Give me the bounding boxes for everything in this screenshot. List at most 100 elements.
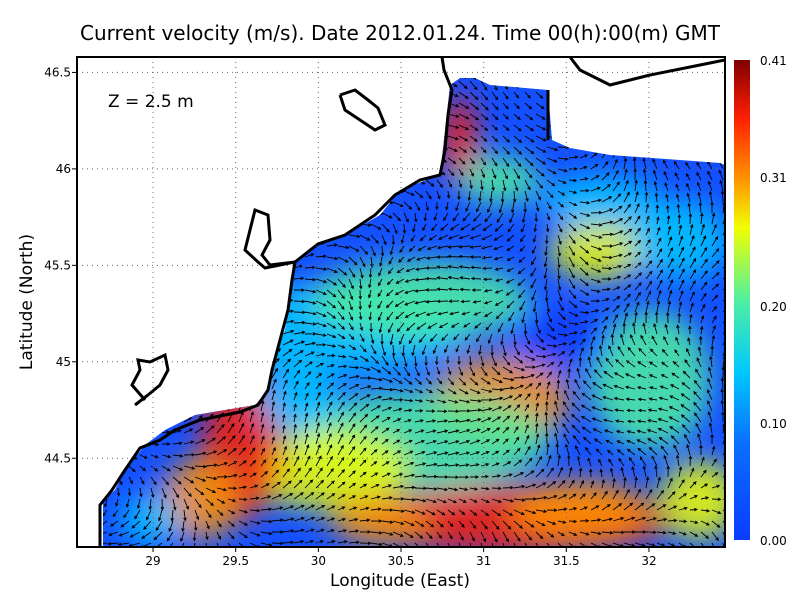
velocity-arrow (304, 412, 309, 423)
velocity-arrow (656, 258, 663, 269)
velocity-arrow (449, 311, 460, 316)
velocity-arrow (304, 444, 310, 456)
velocity-arrow (370, 245, 376, 257)
velocity-arrow (506, 245, 515, 252)
velocity-arrow (564, 443, 570, 456)
velocity-arrow (458, 146, 468, 153)
velocity-arrow (668, 406, 680, 412)
velocity-arrow (403, 408, 413, 413)
velocity-arrow (447, 113, 460, 118)
velocity-arrow (392, 201, 404, 208)
velocity-arrow (626, 430, 636, 434)
velocity-arrow (304, 392, 309, 401)
velocity-arrow (568, 201, 578, 207)
velocity-arrow (468, 355, 473, 367)
velocity-arrow (634, 291, 641, 302)
velocity-arrow (661, 348, 669, 357)
velocity-arrow (458, 463, 470, 467)
velocity-arrow (546, 201, 552, 210)
velocity-arrow (425, 388, 433, 393)
velocity-arrow (613, 396, 625, 401)
y-tick-label: 45 (56, 355, 71, 369)
velocity-arrow (392, 520, 405, 526)
velocity-arrow (555, 443, 560, 456)
velocity-arrow (579, 310, 590, 315)
velocity-arrow (572, 434, 581, 445)
velocity-arrow (612, 193, 622, 203)
velocity-arrow (491, 146, 499, 155)
velocity-arrow (469, 157, 475, 165)
velocity-arrow (381, 461, 390, 467)
velocity-arrow (480, 407, 493, 412)
velocity-arrow (605, 439, 614, 445)
velocity-arrow (513, 355, 524, 364)
velocity-arrow (585, 446, 592, 456)
velocity-arrow (470, 223, 482, 231)
velocity-arrow (304, 322, 317, 326)
velocity-arrow (436, 245, 449, 250)
velocity-arrow (326, 480, 335, 489)
velocity-arrow (513, 168, 520, 180)
velocity-arrow (117, 542, 130, 547)
velocity-arrow (491, 406, 503, 412)
velocity-arrow (535, 509, 548, 514)
velocity-arrow (678, 465, 683, 478)
velocity-arrow (506, 267, 515, 272)
velocity-arrow (612, 323, 617, 335)
velocity-arrow (150, 465, 159, 472)
velocity-arrow (194, 451, 207, 456)
depth-label: Z = 2.5 m (108, 92, 194, 112)
velocity-arrow (491, 396, 504, 401)
velocity-arrow (161, 430, 170, 434)
velocity-arrow (480, 124, 489, 131)
velocity-arrow (502, 179, 507, 192)
velocity-arrow (425, 266, 438, 270)
velocity-arrow (711, 484, 721, 489)
velocity-arrow (546, 531, 555, 538)
velocity-arrow (205, 450, 218, 456)
velocity-arrow (645, 249, 652, 258)
velocity-arrow (556, 379, 561, 390)
velocity-arrow (392, 407, 403, 412)
velocity-arrow (696, 171, 702, 181)
velocity-arrow (116, 487, 121, 497)
velocity-arrow (700, 315, 705, 324)
velocity-arrow (378, 267, 383, 277)
velocity-arrow (348, 365, 360, 370)
velocity-arrow (216, 509, 224, 516)
velocity-arrow (436, 451, 449, 456)
velocity-arrow (623, 179, 629, 192)
velocity-arrow (260, 542, 273, 547)
velocity-arrow (476, 333, 482, 343)
velocity-arrow (315, 422, 320, 434)
velocity-arrow (293, 528, 305, 533)
velocity-arrow (676, 324, 680, 335)
velocity-arrow (681, 424, 691, 434)
velocity-arrow (436, 409, 448, 414)
velocity-arrow (535, 372, 544, 379)
velocity-arrow (337, 392, 346, 401)
velocity-arrow (568, 531, 578, 536)
velocity-arrow (447, 531, 453, 540)
velocity-arrow (458, 168, 464, 177)
velocity-arrow (293, 276, 305, 281)
velocity-arrow (403, 509, 416, 514)
x-tick-label: 29.5 (222, 554, 249, 568)
velocity-arrow (216, 436, 227, 445)
velocity-arrow (480, 355, 485, 367)
velocity-arrow (414, 439, 426, 445)
velocity-arrow (678, 290, 684, 302)
velocity-arrow (568, 223, 577, 232)
velocity-arrow (282, 468, 291, 478)
velocity-arrow (620, 466, 625, 478)
velocity-arrow (507, 223, 515, 233)
velocity-arrow (337, 506, 346, 511)
velocity-arrow (460, 299, 471, 304)
velocity-arrow (348, 256, 358, 266)
velocity-arrow (216, 520, 222, 528)
velocity-arrow (271, 389, 276, 401)
velocity-arrow (546, 454, 552, 467)
velocity-arrow (601, 161, 609, 170)
velocity-arrow (645, 203, 650, 214)
velocity-arrow (614, 408, 625, 412)
